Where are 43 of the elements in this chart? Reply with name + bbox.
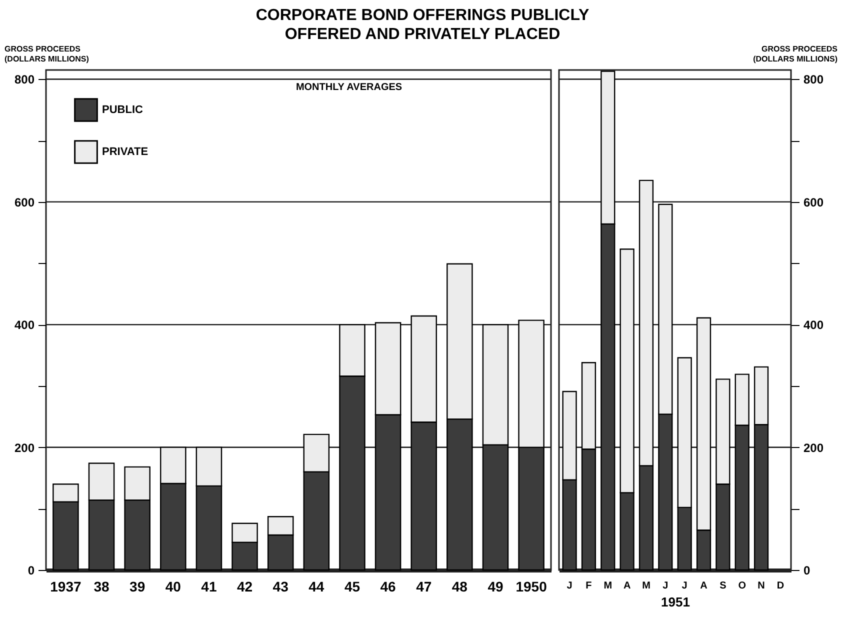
x-tick-label: 40 <box>165 578 182 594</box>
chart-title: CORPORATE BOND OFFERINGS PUBLICLY OFFERED AND PRIVATELY PLACED <box>254 6 590 44</box>
legend-label: PRIVATE <box>102 146 148 158</box>
y-tick-label: 400 <box>14 318 35 332</box>
x-axis-title: 1951 <box>661 594 690 610</box>
x-tick-label: S <box>720 580 727 592</box>
y-axis-title: GROSS PROCEEDS (DOLLARS MILLIONS) <box>4 44 90 64</box>
x-tick-label: 47 <box>416 578 432 594</box>
x-tick-label: 44 <box>308 578 324 594</box>
y2-tick-label: 600 <box>804 195 824 210</box>
y2-axis-title: GROSS PROCEEDS (DOLLARS MILLIONS) <box>753 44 838 64</box>
x-tick-label: M <box>642 580 650 592</box>
y-tick-label: 800 <box>14 72 35 87</box>
y2-tick-label: 400 <box>804 318 824 332</box>
x-tick-label: D <box>776 580 784 592</box>
x-tick-label: 43 <box>272 578 289 594</box>
legend-label: PUBLIC <box>102 104 143 116</box>
x-tick-label: 1950 <box>516 578 548 594</box>
x-tick-label: 39 <box>130 578 146 594</box>
x-tick-label: A <box>700 580 708 592</box>
y-tick-label: 200 <box>14 440 35 455</box>
annotation: MONTHLY AVERAGES <box>296 82 402 93</box>
x-tick-label: 48 <box>452 578 468 594</box>
x-tick-label: 46 <box>380 578 396 594</box>
y-tick-label: 0 <box>28 564 35 578</box>
x-tick-label: 1937 <box>50 578 82 594</box>
x-tick-label: J <box>566 580 572 592</box>
x-tick-label: J <box>682 580 688 592</box>
x-tick-label: N <box>758 580 765 592</box>
y2-tick-label: 800 <box>804 72 824 87</box>
x-tick-label: 45 <box>344 578 360 594</box>
x-tick-label: J <box>662 580 668 592</box>
y2-tick-label: 200 <box>804 440 824 455</box>
x-tick-label: 38 <box>94 578 110 594</box>
y-tick-label: 600 <box>14 195 35 210</box>
x-tick-label: O <box>738 580 746 592</box>
x-tick-label: F <box>586 580 592 592</box>
y2-tick-label: 0 <box>804 564 810 578</box>
x-tick-label: A <box>623 580 631 592</box>
x-tick-label: 49 <box>488 578 504 594</box>
x-tick-label: 42 <box>236 578 253 594</box>
x-tick-label: 41 <box>201 578 217 594</box>
x-tick-label: M <box>604 580 612 592</box>
